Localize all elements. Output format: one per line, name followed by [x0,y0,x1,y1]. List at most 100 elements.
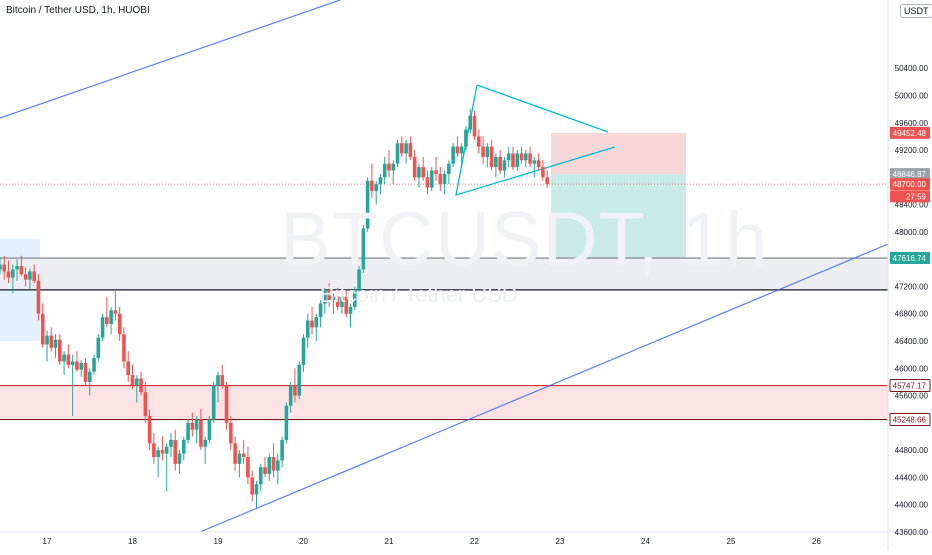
candle-body[interactable] [79,362,83,370]
candle-body[interactable] [246,456,250,478]
candle-body[interactable] [382,163,387,178]
candle-body[interactable] [348,306,353,314]
candle-body[interactable] [186,422,190,440]
candle-body[interactable] [28,271,32,280]
candle-body[interactable] [117,313,122,335]
candle-body[interactable] [224,385,229,423]
candle-body[interactable] [438,173,443,185]
candle-body[interactable] [421,167,425,178]
price-axis[interactable] [888,0,932,550]
candle-body[interactable] [476,136,481,147]
candle-body[interactable] [464,129,468,147]
candle-body[interactable] [237,453,242,464]
candle-body[interactable] [139,378,143,393]
candle-body[interactable] [502,160,507,171]
candle-body[interactable] [395,143,400,164]
price-label-box[interactable] [890,252,930,265]
candle-body[interactable] [323,289,327,304]
candle-body[interactable] [122,334,126,362]
candle-body[interactable] [293,385,297,396]
candle-body[interactable] [391,163,396,171]
candle-body[interactable] [541,167,545,178]
candle-body[interactable] [506,153,511,161]
candle-body[interactable] [357,269,361,290]
candle-body[interactable] [32,271,36,282]
price-label-box[interactable] [890,126,930,139]
candle-body[interactable] [536,160,541,168]
candle-body[interactable] [6,271,11,278]
candle-body[interactable] [62,354,66,362]
candle-body[interactable] [301,337,306,365]
candle-body[interactable] [545,177,549,185]
price-label-box[interactable] [890,190,930,203]
candle-body[interactable] [0,264,2,270]
candle-body[interactable] [83,362,88,382]
candle-body[interactable] [241,453,246,457]
candle-body[interactable] [58,339,62,362]
candle-body[interactable] [182,439,186,454]
candle-body[interactable] [109,310,113,324]
candle-body[interactable] [220,375,225,386]
candle-body[interactable] [156,450,160,457]
candle-body[interactable] [318,303,323,318]
candle-body[interactable] [258,467,263,485]
candle-body[interactable] [331,296,336,301]
candle-body[interactable] [353,289,357,307]
candle-body[interactable] [199,419,203,447]
candle-body[interactable] [425,177,430,188]
candle-body[interactable] [96,337,101,359]
candle-body[interactable] [459,146,464,154]
price-label-box[interactable] [889,413,931,427]
symbol-title[interactable]: Bitcoin / Tether USD, 1h, HUOBI [6,5,150,16]
candle-body[interactable] [87,371,92,382]
candle-body[interactable] [147,416,152,444]
candle-body[interactable] [66,354,71,365]
candle-body[interactable] [276,460,280,471]
candle-body[interactable] [340,296,344,307]
candle-body[interactable] [233,443,237,464]
candle-body[interactable] [387,163,391,171]
upper-trendline[interactable] [0,0,341,119]
candle-body[interactable] [468,115,473,130]
candle-body[interactable] [417,167,421,178]
candle-body[interactable] [434,170,438,174]
candle-body[interactable] [455,146,460,154]
candle-body[interactable] [53,339,58,348]
candle-body[interactable] [344,296,349,314]
candle-body[interactable] [160,450,165,454]
lower-trendline[interactable] [199,243,889,533]
candle-body[interactable] [489,146,494,168]
candle-body[interactable] [194,419,199,430]
candle-body[interactable] [374,184,378,191]
candle-body[interactable] [361,228,366,270]
candle-body[interactable] [19,266,24,275]
candle-body[interactable] [481,146,485,157]
candle-body[interactable] [75,361,79,370]
candle-body[interactable] [498,156,502,171]
candle-body[interactable] [177,453,182,464]
candle-body[interactable] [472,115,477,137]
candle-body[interactable] [207,419,212,440]
candle-body[interactable] [532,160,537,164]
candle-body[interactable] [524,153,528,161]
candle-body[interactable] [378,177,383,185]
candle-body[interactable] [229,422,233,444]
candle-body[interactable] [49,335,54,348]
price-label-box[interactable] [890,168,930,181]
candle-body[interactable] [164,446,169,454]
candle-body[interactable] [335,296,340,307]
candle-body[interactable] [100,317,105,338]
price-label-box[interactable] [890,178,930,191]
candle-body[interactable] [519,153,524,161]
candle-body[interactable] [203,439,207,447]
candle-body[interactable] [254,484,259,495]
candle-body[interactable] [267,456,272,475]
candle-body[interactable] [169,439,173,447]
price-label-box[interactable] [889,379,931,393]
candle-body[interactable] [297,364,302,396]
candle-body[interactable] [143,392,148,417]
candle-body[interactable] [511,153,515,168]
candle-body[interactable] [113,310,118,314]
